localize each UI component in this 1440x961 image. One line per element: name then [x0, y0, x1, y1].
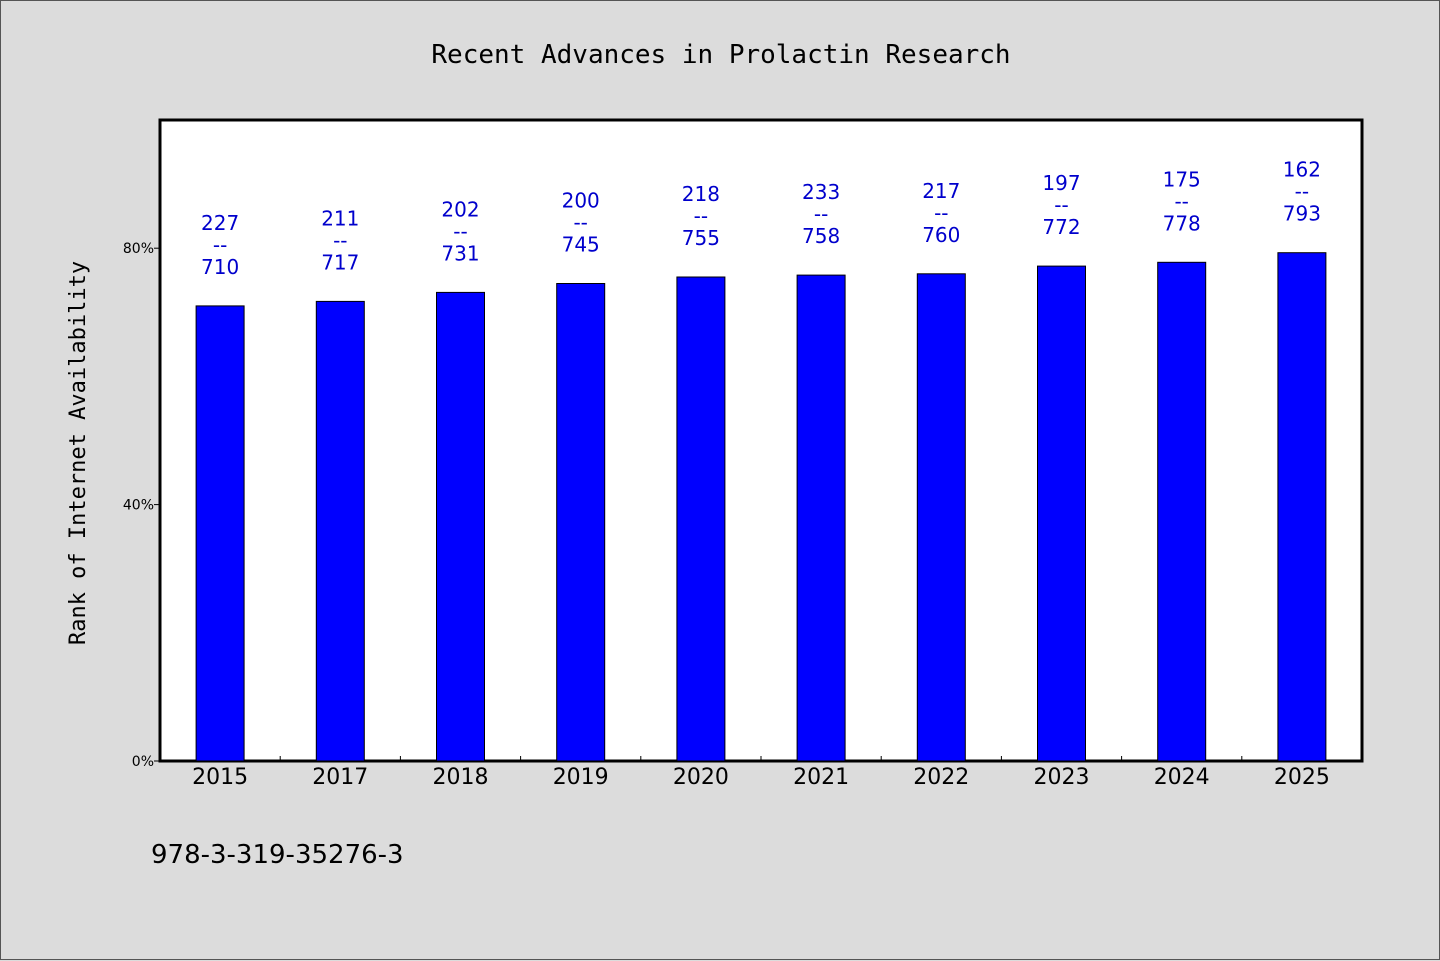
- y-tick-label-0: 0%: [132, 754, 154, 770]
- bar-data-label-2024-top: 175: [1163, 167, 1201, 191]
- bar-data-label-2020-bottom: 755: [682, 226, 720, 250]
- bar-2019: [556, 283, 606, 762]
- x-tick-label-2017: 2017: [312, 765, 368, 790]
- x-tick-label-2023: 2023: [1034, 765, 1090, 790]
- x-tick-label-2019: 2019: [553, 765, 609, 790]
- isbn-label: 978-3-319-35276-3: [151, 840, 404, 870]
- bar-data-label-2020-top: 218: [682, 182, 720, 206]
- bar-data-label-2020-separator: --: [694, 204, 708, 228]
- y-tick-label-40: 40%: [123, 498, 154, 514]
- x-tick-label-2024: 2024: [1154, 765, 1210, 790]
- bar-data-label-2017-top: 211: [321, 206, 359, 230]
- bar-data-label-2024-separator: --: [1174, 189, 1188, 213]
- bar-data-label-2015-separator: --: [213, 233, 227, 257]
- x-axis-ticks: 2015 2017 2018 2019 2020 2021 2022 2023 2024 2025: [192, 756, 1330, 790]
- y-axis-label: Rank of Internet Availability: [66, 261, 91, 645]
- bar-data-label-2022-top: 217: [922, 179, 960, 203]
- bar-data-label-2022-bottom: 760: [922, 223, 960, 247]
- bars-group: [195, 252, 1327, 762]
- bar-2025: [1277, 252, 1327, 762]
- bar-data-label-2015-top: 227: [201, 211, 239, 235]
- bar-2020: [676, 276, 726, 762]
- bar-data-label-2023-separator: --: [1054, 193, 1068, 217]
- bar-data-label-2019-separator: --: [573, 211, 587, 235]
- x-tick-label-2025: 2025: [1274, 765, 1330, 790]
- bar-data-label-2021-top: 233: [802, 180, 840, 204]
- bar-data-label-2021-bottom: 758: [802, 224, 840, 248]
- bar-data-label-2023-top: 197: [1042, 171, 1080, 195]
- x-tick-label-2020: 2020: [673, 765, 729, 790]
- x-tick-label-2021: 2021: [793, 765, 849, 790]
- y-axis-ticks: 0% 40% 80%: [123, 241, 160, 770]
- bar-data-label-2021-separator: --: [814, 202, 828, 226]
- bar-2021: [796, 274, 846, 762]
- bar-2018: [436, 291, 485, 762]
- bar-data-label-2017-bottom: 717: [321, 250, 359, 274]
- bar-data-label-2022-separator: --: [934, 201, 948, 225]
- y-tick-label-80: 80%: [123, 241, 154, 257]
- bar-data-label-2019-top: 200: [562, 189, 600, 213]
- bar-2015: [195, 305, 245, 762]
- bar-2024: [1157, 261, 1207, 762]
- bar-2023: [1037, 265, 1086, 762]
- chart-title: Recent Advances in Prolactin Research: [431, 40, 1010, 70]
- bar-labels-group: 227--710211--717202--731200--745218--755…: [201, 158, 1321, 279]
- bar-data-label-2018-top: 202: [441, 197, 479, 221]
- x-tick-label-2022: 2022: [913, 765, 969, 790]
- bar-data-label-2025-separator: --: [1295, 180, 1309, 204]
- x-tick-label-2018: 2018: [433, 765, 489, 790]
- bar-data-label-2024-bottom: 778: [1163, 211, 1201, 235]
- bar-data-label-2017-separator: --: [333, 228, 347, 252]
- x-tick-label-2015: 2015: [192, 765, 248, 790]
- bar-data-label-2025-bottom: 793: [1283, 202, 1321, 226]
- bar-data-label-2015-bottom: 710: [201, 255, 239, 279]
- bar-data-label-2025-top: 162: [1283, 158, 1321, 182]
- bar-2017: [315, 300, 365, 762]
- bar-data-label-2019-bottom: 745: [562, 233, 600, 257]
- bar-data-label-2018-separator: --: [453, 219, 467, 243]
- bar-data-label-2018-bottom: 731: [441, 241, 479, 265]
- bar-2022: [916, 273, 966, 762]
- bar-data-label-2023-bottom: 772: [1042, 215, 1080, 239]
